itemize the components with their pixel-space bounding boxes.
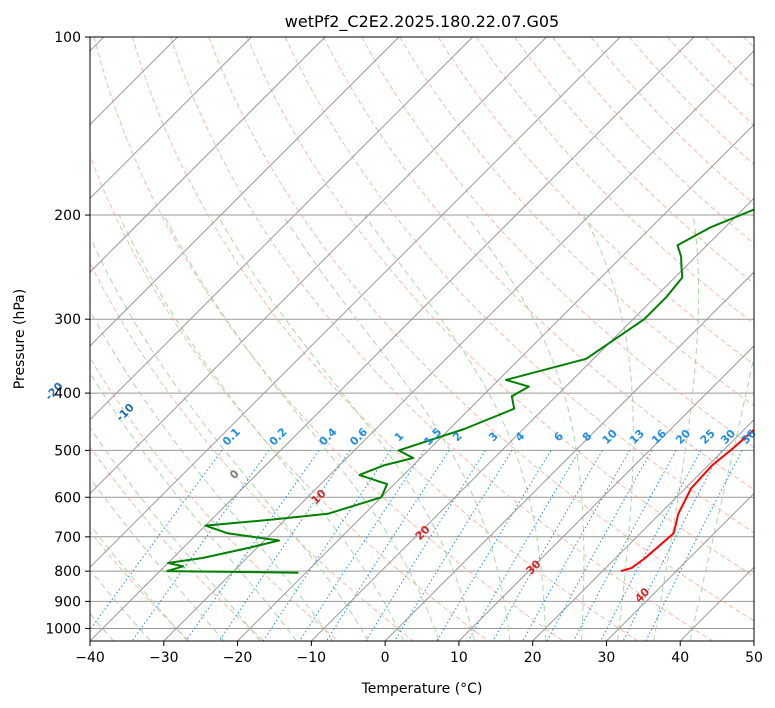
isotherm [90, 37, 547, 495]
dry-adiabat [246, 37, 754, 577]
dry-adiabat [170, 37, 713, 641]
dry-adiabat [437, 37, 754, 366]
isotherm [90, 37, 252, 200]
isotherm [384, 271, 754, 641]
dry-adiabat [628, 37, 754, 166]
y-tick-label: 400 [54, 386, 81, 402]
x-axis: −40 −30 −20 −10 0 10 20 30 40 50 [75, 641, 763, 666]
mixing-ratio-line [325, 450, 450, 641]
x-tick-label: 40 [671, 650, 689, 666]
isotherm [90, 37, 326, 273]
mixing-ratio-line [436, 450, 552, 641]
y-axis-label: Pressure (hPa) [12, 289, 28, 389]
moist-adiabat [583, 214, 634, 641]
y-tick-label: 300 [54, 312, 81, 328]
dry-adiabat [322, 37, 754, 491]
dry-adiabat [208, 37, 754, 622]
moist-adiabat [217, 214, 475, 641]
isotherm [606, 492, 754, 641]
x-axis-label: Temperature (°C) [361, 681, 483, 697]
x-tick-label: 20 [524, 650, 542, 666]
x-tick-label: 50 [745, 650, 763, 666]
dry-adiabat [514, 37, 754, 285]
mixing-ratio-line [394, 450, 513, 641]
moist-adiabat [465, 214, 585, 641]
mixing-ratio-line [90, 450, 223, 631]
x-tick-label: −30 [149, 650, 179, 666]
mixing-ratio-line [600, 450, 702, 641]
isotherm [310, 197, 754, 641]
dry-adiabat [552, 37, 754, 245]
moist-adiabat [282, 214, 511, 641]
moist-adiabat [90, 371, 297, 641]
x-tick-label: 10 [450, 650, 468, 666]
dry-adiabat [90, 357, 339, 641]
x-tick-label: 0 [381, 650, 390, 666]
y-tick-label: 800 [54, 564, 81, 580]
isotherm [237, 123, 754, 641]
isotherm [90, 37, 695, 641]
mixing-ratio-line [365, 450, 486, 641]
y-tick-label: 200 [54, 208, 81, 224]
y-tick-label: 1000 [45, 621, 81, 637]
mixing-ratio-line [185, 450, 320, 641]
x-tick-label: −10 [297, 650, 327, 666]
isotherm [90, 37, 621, 568]
moist-adiabat [118, 214, 405, 641]
dry-adiabat [90, 261, 414, 641]
y-tick-label: 900 [54, 594, 81, 610]
moist-adiabat [90, 476, 225, 641]
dry-adiabat [90, 154, 489, 641]
chart-title: wetPf2_C2E2.2025.180.22.07.G05 [285, 12, 559, 32]
plot-frame [89, 36, 755, 642]
y-tick-label: 600 [54, 490, 81, 506]
mixing-ratio-line [467, 450, 581, 641]
isotherm [163, 50, 754, 641]
mixing-ratio-line [622, 450, 722, 641]
series-layer [166, 208, 754, 574]
temperature-profile [620, 428, 754, 573]
x-tick-label: −40 [75, 650, 105, 666]
mixing-ratio-line [573, 450, 677, 641]
x-tick-label: −20 [223, 650, 253, 666]
moist-adiabat [90, 426, 261, 641]
y-axis: 100 200 300 400 500 600 700 800 900 1000 [45, 30, 90, 637]
dry-adiabat [131, 37, 639, 641]
dry-adiabat [93, 37, 564, 641]
moist-adiabat [163, 214, 440, 641]
isotherm [532, 418, 754, 641]
moist-adiabat [653, 214, 700, 641]
y-tick-label: 500 [54, 443, 81, 459]
isotherm [90, 37, 400, 347]
dry-adiabat [284, 37, 754, 534]
y-tick-label: 100 [54, 30, 81, 46]
isotherm [90, 37, 474, 421]
mixing-ratio-line [492, 450, 603, 641]
mixing-ratio-line [218, 450, 351, 641]
mixing-ratio-line [546, 450, 653, 641]
y-tick-label: 700 [54, 530, 81, 546]
dewpoint-profile [166, 208, 754, 574]
dry-adiabat [90, 445, 265, 641]
dry-adiabat [399, 37, 754, 407]
moist-adiabat [90, 309, 333, 641]
mixing-ratio-line [522, 450, 631, 641]
moist-adiabat [364, 214, 547, 641]
isotherm [458, 345, 754, 641]
moist-adiabat [90, 235, 369, 641]
grid-layer [90, 37, 754, 641]
x-tick-label: 30 [598, 650, 616, 666]
